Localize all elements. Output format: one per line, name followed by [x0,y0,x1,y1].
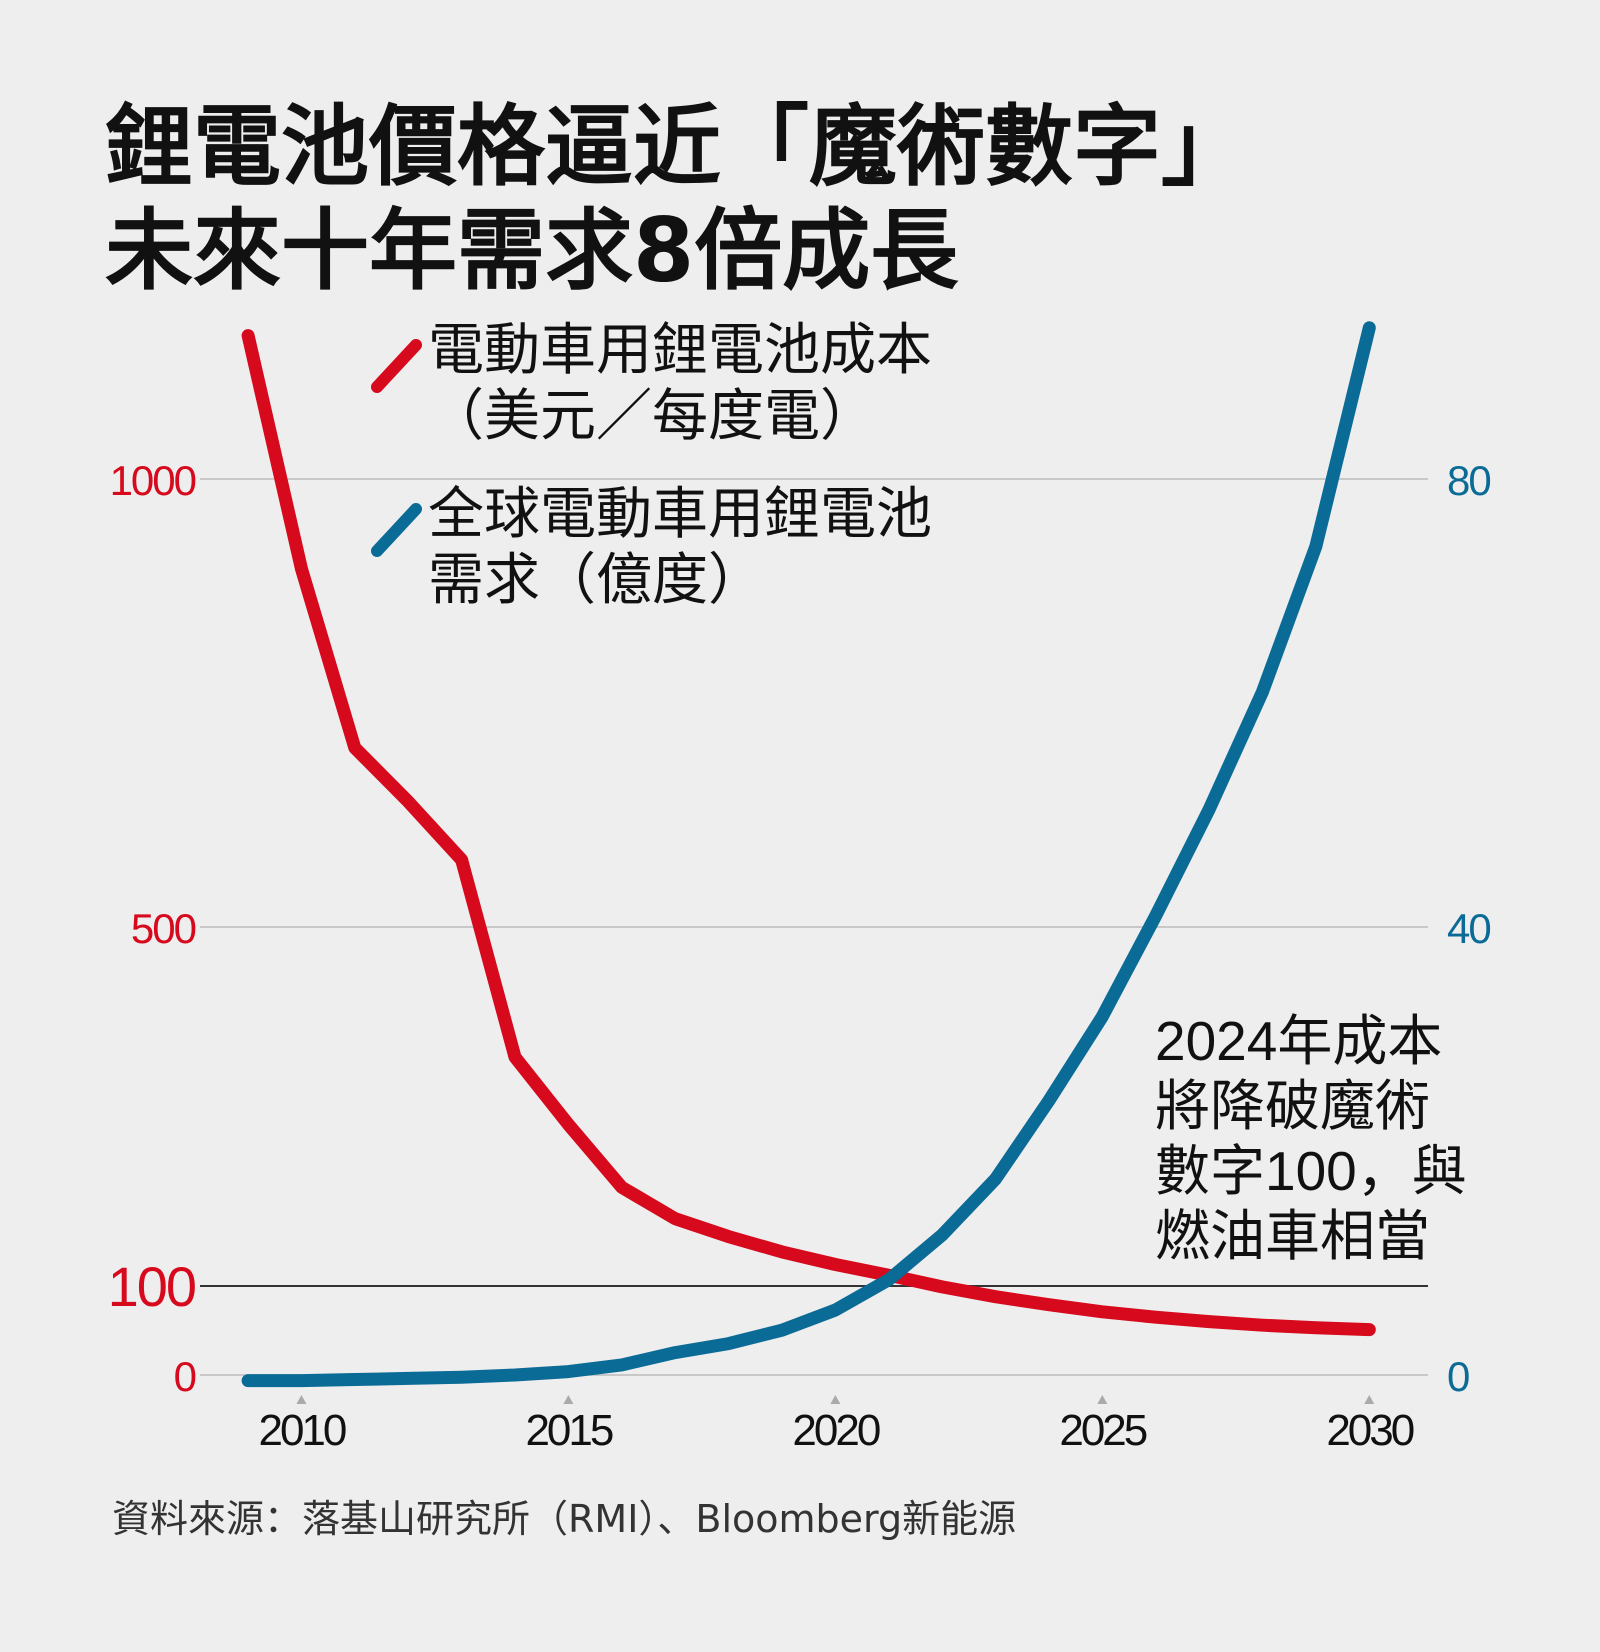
chart-title: 鋰電池價格逼近「魔術數字」 未來十年需求8倍成長 [105,95,1249,303]
x-tick-mark [1364,1395,1375,1404]
right-tick-label: 0 [1447,1353,1469,1400]
series-line-demand [241,321,1376,1388]
annotation-line: 2024年成本 [1155,1010,1442,1072]
left-tick-label: 1000 [110,457,196,504]
legend-swatch [371,503,422,557]
annotation-line: 將降破魔術 [1155,1075,1430,1137]
x-tick-label: 2020 [792,1406,879,1455]
x-tick-mark [563,1395,574,1404]
legend-label: 需求（億度） [428,548,764,611]
x-tick-mark [830,1395,841,1404]
x-tick-label: 2010 [258,1406,345,1455]
annotation-line: 數字100，與 [1155,1140,1467,1202]
source-note: 資料來源：落基山研究所（RMI）、Bloomberg新能源 [112,1497,1017,1541]
title-line-2: 未來十年需求8倍成長 [105,199,959,302]
right-tick-label: 80 [1447,457,1490,504]
x-tick-mark [1097,1395,1108,1404]
series-line-cost [241,329,1376,1337]
left-tick-label: 0 [174,1353,196,1400]
left-tick-label: 500 [131,905,196,952]
right-tick-label: 40 [1447,905,1490,952]
left-tick-label: 100 [108,1255,195,1318]
x-tick-label: 2015 [525,1406,612,1455]
x-tick-label: 2030 [1326,1406,1413,1455]
x-tick-mark [296,1395,307,1404]
legend-label: 電動車用鋰電池成本 [428,318,932,381]
legend-label: 全球電動車用鋰電池 [428,482,932,545]
legend-label: （美元／每度電） [428,384,876,447]
annotation-line: 燃油車相當 [1155,1205,1430,1267]
title-line-1: 鋰電池價格逼近「魔術數字」 [105,95,1250,198]
legend-swatch [371,339,422,393]
x-tick-label: 2025 [1059,1406,1146,1455]
